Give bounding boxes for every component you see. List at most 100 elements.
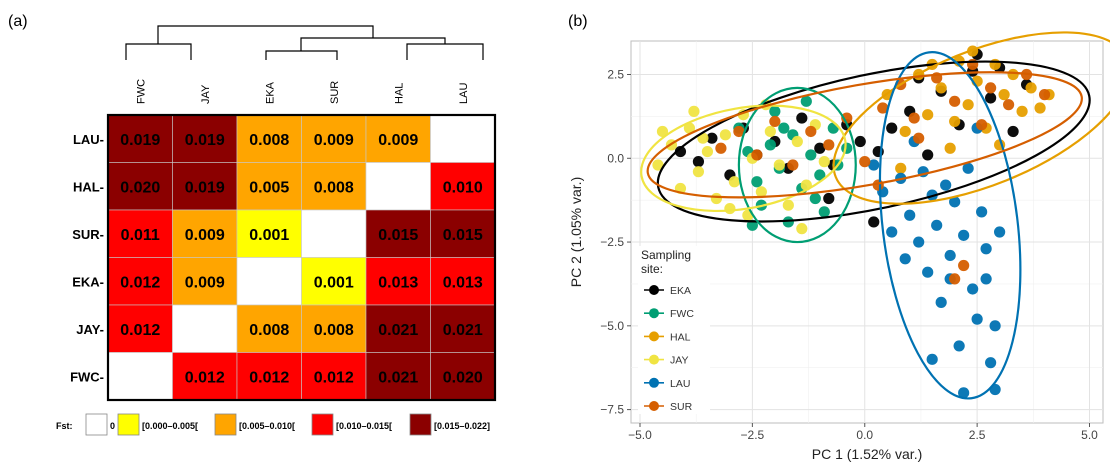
cell-value-sur-fwc: 0.011	[121, 227, 160, 244]
point-lau-3	[899, 253, 911, 265]
x-tick-label-1: −2.5	[741, 428, 765, 442]
cell-jay-lau	[430, 304, 496, 353]
cell-value-lau-jay: 0.019	[185, 132, 225, 149]
ellipse-hal	[832, 31, 1110, 205]
site-legend-dot-lau	[649, 377, 659, 388]
point-lau-19	[976, 206, 988, 218]
heatmap-column-labels: FWC JAY EKA SUR HAL LAU	[135, 79, 470, 104]
site-legend-title-line-2: site:	[641, 262, 663, 276]
site-legend-dot-sur	[649, 401, 659, 411]
heatmap-row-labels: LAU- HAL- SUR- EKA- JAY- FWC-	[70, 132, 104, 385]
point-fwc-10	[800, 95, 812, 107]
point-hal-19	[895, 162, 907, 174]
row-label-fwc: FWC-	[70, 369, 104, 384]
site-legend-label-lau: LAU	[670, 378, 690, 390]
fst-legend-label-2: [0.005–0.010[	[239, 421, 295, 431]
point-jay-13	[773, 159, 785, 171]
cell-hal-eka	[236, 162, 302, 211]
x-tick-label-4: 5.0	[1081, 428, 1098, 442]
fst-legend-swatch-1	[117, 413, 140, 436]
column-label-lau: LAU	[458, 83, 470, 104]
point-hal-11	[998, 89, 1010, 101]
point-sur-0	[715, 142, 727, 154]
fst-legend-label-1: [0.000–0.005[	[142, 421, 198, 431]
point-hal-14	[1025, 82, 1037, 94]
point-jay-7	[719, 129, 732, 141]
axis-ticks: −5.0 −2.5 0.0 2.5 5.0 −7.5 −5.0 −2.5 0.0 2.5	[600, 68, 1098, 442]
point-lau-22	[989, 320, 1001, 332]
point-fwc-12	[814, 169, 826, 181]
point-jay-18	[818, 156, 830, 168]
ellipse-lau	[878, 51, 1022, 400]
cell-fwc-sur	[301, 352, 367, 401]
cell-sur-fwc	[107, 209, 173, 258]
point-fwc-4	[764, 139, 776, 151]
confidence-ellipses	[640, 31, 1110, 400]
x-tick-label-2: 0.0	[856, 428, 873, 442]
site-legend-label-eka: EKA	[670, 285, 691, 297]
x-axis-label: PC 1 (1.52% var.)	[812, 446, 923, 462]
dendrogram	[125, 25, 484, 60]
point-fwc-5	[769, 105, 781, 117]
point-eka-12	[854, 135, 866, 148]
cell-value-fwc-lau: 0.020	[443, 369, 483, 386]
cell-eka-sur	[301, 257, 367, 306]
cell-value-eka-sur: 0.001	[314, 274, 354, 291]
cell-lau-lau	[430, 114, 496, 163]
cell-fwc-lau	[430, 352, 496, 401]
site-legend-label-fwc: FWC	[670, 308, 694, 320]
point-eka-14	[886, 122, 898, 134]
point-jay-12	[764, 125, 776, 138]
point-jay-6	[710, 192, 723, 205]
point-sur-8	[859, 156, 871, 168]
column-label-sur: SUR	[329, 81, 341, 104]
cell-fwc-jay	[172, 352, 238, 401]
heatmap-cells: 0.019 0.019 0.008 0.009 0.009 0.020 0.019 0.005…	[107, 114, 496, 401]
cell-value-hal-eka: 0.005	[249, 179, 289, 196]
point-lau-28	[868, 159, 880, 171]
point-lau-21	[985, 357, 997, 369]
panel-a-fst-heatmap: (a) FWC JAY EKA SUR HAL LAU LAU- HAL- SUR- EKA- J…	[8, 13, 497, 436]
cell-hal-fwc	[107, 162, 173, 211]
site-legend-label-sur: SUR	[670, 401, 693, 413]
point-hal-13	[1016, 105, 1028, 117]
cell-jay-eka	[236, 304, 302, 353]
point-sur-23	[976, 119, 988, 131]
point-jay-5	[701, 145, 714, 158]
cell-eka-eka	[236, 257, 302, 306]
point-hal-4	[935, 82, 947, 94]
point-hal-3	[922, 109, 934, 121]
dendrogram-branch-fwc-jay	[125, 43, 192, 60]
cell-value-hal-jay: 0.019	[185, 179, 225, 196]
cell-value-jay-sur: 0.008	[314, 322, 354, 339]
fst-legend-label-3: [0.010–0.015[	[336, 421, 392, 431]
column-label-eka: EKA	[264, 81, 276, 104]
point-fwc-11	[805, 149, 817, 161]
point-lau-10	[935, 296, 947, 308]
cell-value-hal-lau: 0.010	[443, 179, 483, 196]
cell-value-jay-fwc: 0.012	[120, 322, 160, 339]
point-sur-19	[908, 112, 920, 124]
cell-sur-hal	[365, 209, 431, 258]
point-eka-20	[985, 92, 997, 104]
column-label-fwc: FWC	[135, 79, 147, 104]
column-label-hal: HAL	[393, 83, 405, 104]
point-jay-22	[656, 125, 669, 138]
point-jay-23	[796, 223, 808, 235]
point-fwc-2	[751, 176, 763, 188]
fst-legend-swatch-4	[409, 413, 432, 436]
cell-value-fwc-eka: 0.012	[249, 369, 289, 386]
cell-sur-eka	[236, 209, 302, 258]
row-label-sur: SUR-	[72, 227, 104, 242]
cell-value-sur-lau: 0.015	[443, 227, 483, 244]
cell-value-eka-lau: 0.013	[443, 274, 483, 291]
cell-hal-lau	[430, 162, 496, 211]
cell-value-lau-hal: 0.009	[378, 132, 418, 149]
ellipse-sur	[646, 71, 1083, 199]
point-jay-20	[724, 202, 736, 215]
point-sur-20	[958, 259, 970, 272]
point-eka-25	[823, 192, 835, 205]
cell-value-eka-jay: 0.009	[185, 274, 225, 291]
site-legend-background	[638, 246, 710, 414]
point-sur-2	[751, 149, 763, 161]
